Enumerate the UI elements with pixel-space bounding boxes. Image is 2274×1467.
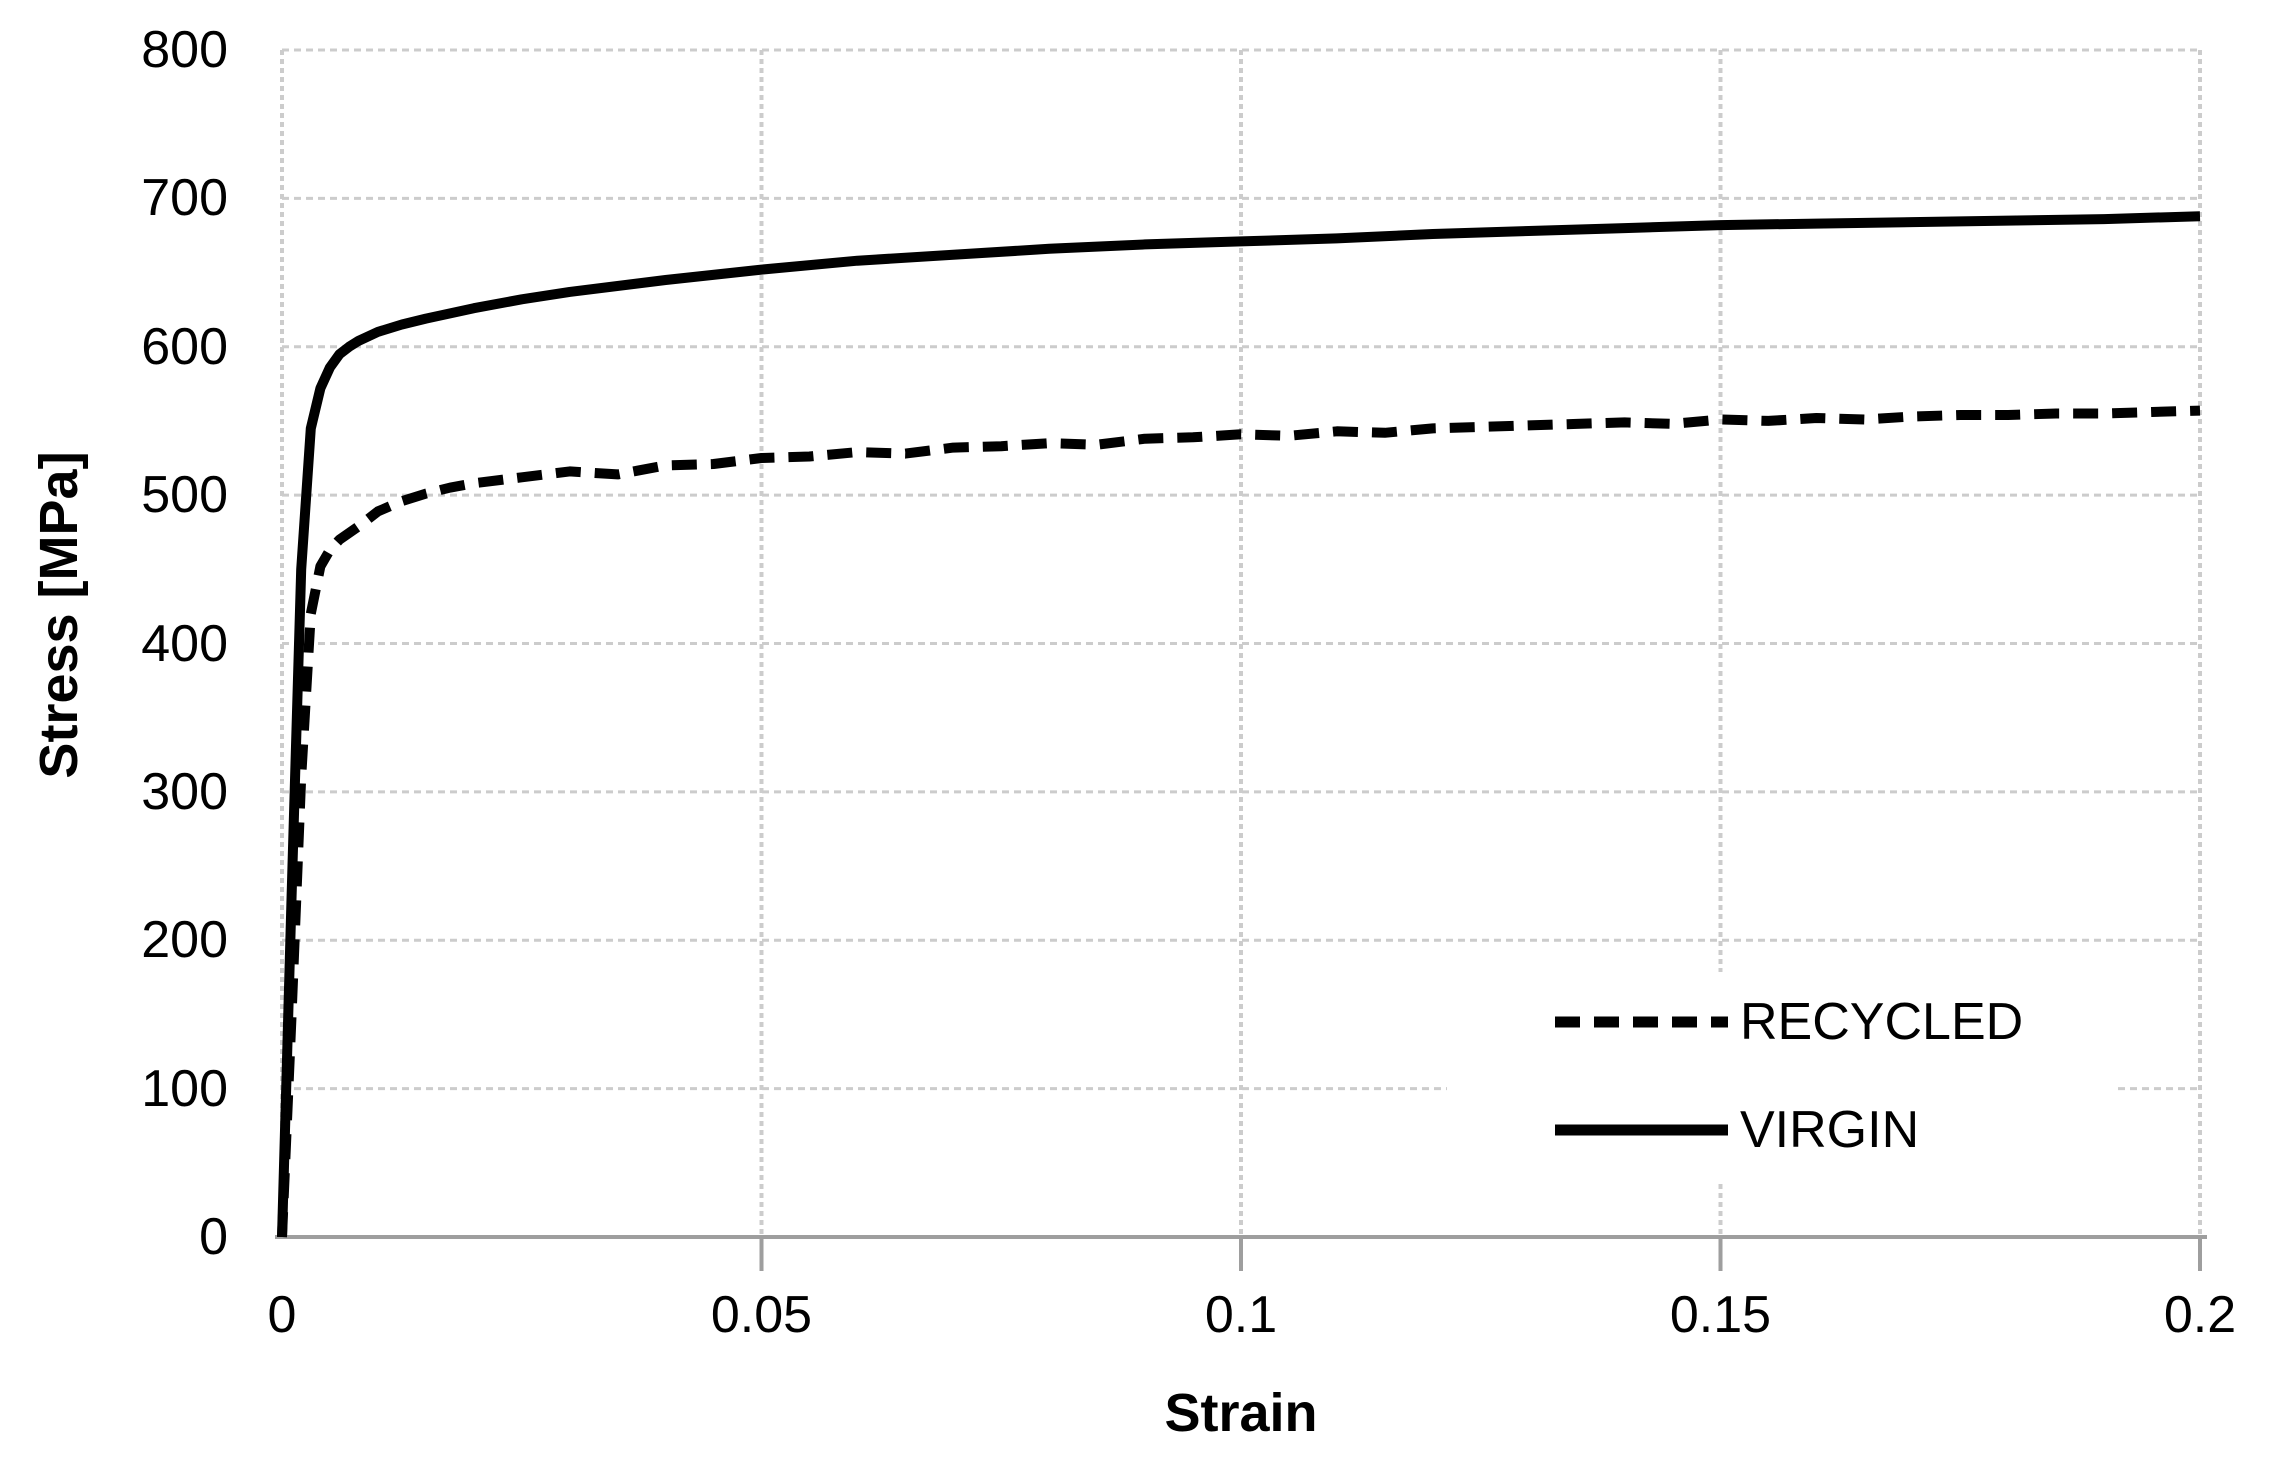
legend-item-recycled: RECYCLED — [1555, 992, 2023, 1052]
x-tick-label: 0.1 — [1204, 1286, 1278, 1344]
y-tick-label: 300 — [141, 762, 228, 821]
y-tick-label: 800 — [141, 21, 228, 79]
y-tick-label: 600 — [141, 317, 228, 376]
x-tick-label: 0 — [267, 1286, 297, 1344]
recycled-curve — [277, 405, 2201, 1238]
y-tick-label: 500 — [141, 466, 228, 525]
y-tick-label: 400 — [141, 614, 228, 673]
legend-label: VIRGIN — [1740, 1101, 1920, 1159]
recycled-line-sample-icon — [1555, 1016, 1728, 1028]
legend-label: RECYCLED — [1740, 993, 2024, 1051]
virgin-line-sample-icon — [1555, 1124, 1728, 1136]
y-tick-label: 200 — [141, 911, 228, 970]
y-tick-label: 0 — [199, 1208, 228, 1266]
x-tick-label: 0.15 — [1669, 1286, 1772, 1344]
legend-item-virgin: VIRGIN — [1555, 1100, 1919, 1160]
legend: RECYCLED VIRGIN — [1447, 972, 2115, 1182]
y-tick-label: 100 — [141, 1059, 228, 1118]
x-axis-title: Strain — [1164, 1383, 1318, 1443]
virgin-curve — [277, 211, 2201, 1238]
y-tick-label: 700 — [141, 169, 228, 228]
x-tick-label: 0.2 — [2163, 1286, 2237, 1344]
x-tick-label: 0.05 — [710, 1286, 813, 1344]
